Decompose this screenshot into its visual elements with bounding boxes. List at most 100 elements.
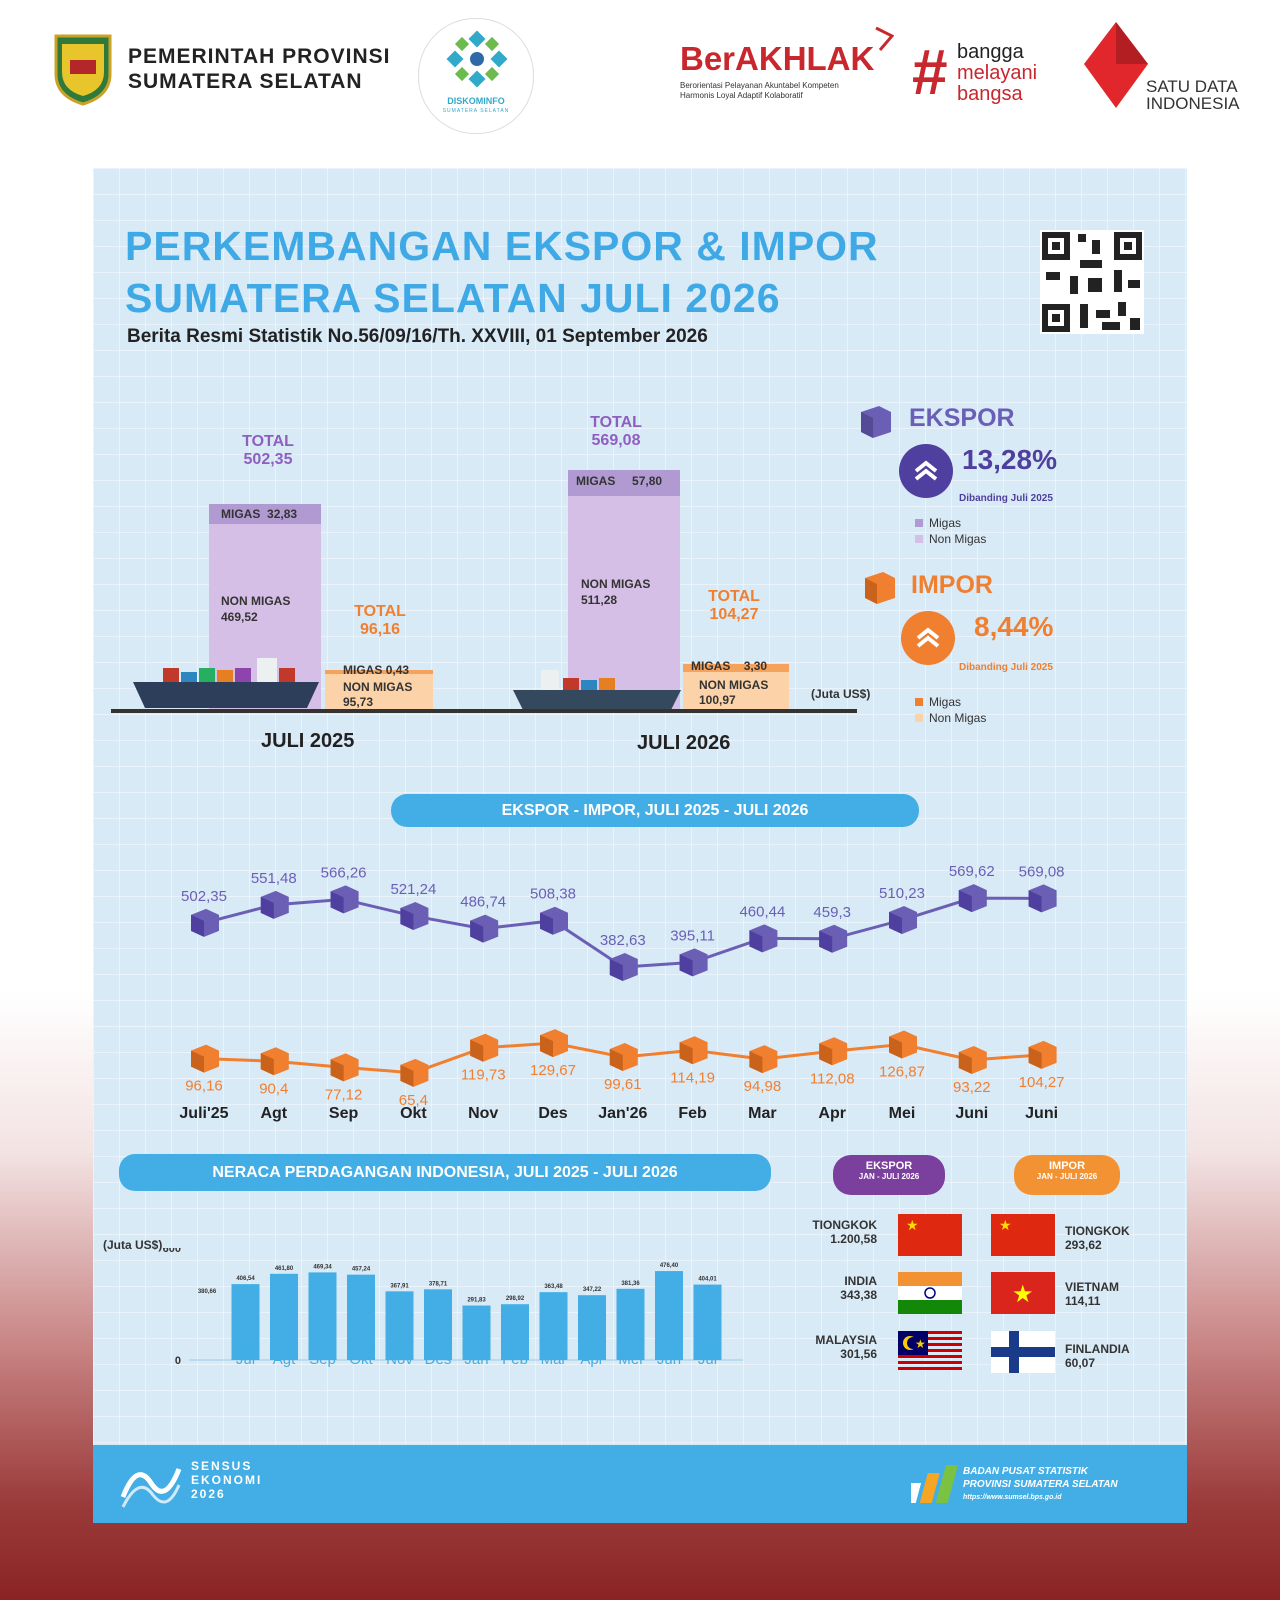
trend-x-tick-label: Juni <box>1025 1105 1058 1122</box>
import-value-label: 93,22 <box>953 1079 991 1096</box>
export-growth-label: EKSPOR <box>909 404 1015 432</box>
trade-balance-bar <box>578 1295 606 1360</box>
import-value-label: 114,19 <box>670 1069 715 1086</box>
import-point <box>400 1058 429 1087</box>
export-partner-2: INDIA 343,38 <box>840 1274 877 1302</box>
trade-balance-bar <box>501 1304 529 1360</box>
export-value-label: 502,35 <box>181 888 227 905</box>
import-point <box>260 1047 289 1076</box>
bps-text: BADAN PUSAT STATISTIK PROVINSI SUMATERA … <box>963 1466 1118 1501</box>
container-icon <box>865 572 895 604</box>
bar-category-label: Jul <box>698 1351 717 1368</box>
import-total-2025: TOTAL 96,16 <box>354 603 406 638</box>
infographic-title: PERKEMBANGAN EKSPOR & IMPOR SUMATERA SEL… <box>125 223 879 321</box>
export-point <box>400 901 429 930</box>
trend-x-tick-label: Feb <box>678 1105 707 1122</box>
diskominfo-icon <box>446 30 508 88</box>
export-migas-bar-2025 <box>209 504 321 524</box>
comparison-chart <box>111 470 857 713</box>
trade-balance-bar <box>693 1284 722 1360</box>
trade-balance-bar <box>385 1291 414 1360</box>
china-flag-icon: ★ <box>898 1214 962 1256</box>
export-value-label: 459,3 <box>813 904 851 921</box>
export-value-label: 551,48 <box>251 870 297 887</box>
bar-value-label: 404,01 <box>698 1277 717 1283</box>
export-total-2026: TOTAL 569,08 <box>590 414 642 449</box>
trend-x-tick-label: Nov <box>468 1105 498 1122</box>
import-value-label: 65,4 <box>399 1092 428 1109</box>
export-point <box>191 908 219 937</box>
export-value-label: 521,24 <box>390 881 436 898</box>
trade-balance-bar <box>616 1288 645 1360</box>
bar-value-label: 406,54 <box>236 1276 255 1282</box>
import-value-label: 99,61 <box>604 1076 642 1093</box>
import-growth-pct: 8,44% <box>974 611 1054 642</box>
infographic-card: PERKEMBANGAN EKSPOR & IMPOR SUMATERA SEL… <box>93 168 1187 1523</box>
export-value-label: 566,26 <box>321 864 367 881</box>
bps-logo-icon <box>911 1465 958 1503</box>
import-migas-label-2025: MIGAS 0,43 <box>343 663 410 677</box>
bar-category-label: Mei <box>618 1351 642 1368</box>
trade-balance-bar <box>424 1289 452 1360</box>
province-emblem-icon <box>54 34 112 106</box>
export-value-label: 569,08 <box>1019 863 1065 880</box>
trade-balance-bar <box>270 1273 298 1360</box>
container-icon <box>861 406 891 438</box>
export-point <box>470 914 499 943</box>
cargo-ship-icon <box>133 658 319 708</box>
svg-text:★: ★ <box>999 1217 1012 1233</box>
finland-flag-icon <box>991 1331 1055 1373</box>
import-migas-bar-2025 <box>325 670 433 674</box>
bar-value-label: 367,91 <box>390 1283 409 1289</box>
export-nonmigas-label-2026: NON MIGAS 511,28 <box>581 577 651 607</box>
import-point <box>470 1033 499 1062</box>
bar-category-label: Agt <box>273 1351 296 1368</box>
trend-x-tick-label: Des <box>538 1105 567 1122</box>
import-point <box>191 1044 219 1073</box>
trend-x-tick-label: Jan'26 <box>598 1105 647 1122</box>
import-value-label: 77,12 <box>325 1086 363 1103</box>
trend-x-tick-label: Apr <box>818 1105 846 1122</box>
export-value-label: 569,62 <box>949 863 995 880</box>
import-partner-3: FINLANDIA 60,07 <box>1065 1342 1130 1370</box>
bar-value-label: 469,34 <box>313 1264 332 1270</box>
trade-balance-bar <box>539 1292 568 1360</box>
trend-x-tick-label: Okt <box>400 1105 427 1122</box>
trend-x-tick-label: Mei <box>889 1105 916 1122</box>
import-point <box>749 1045 778 1074</box>
import-legend: Migas Non Migas <box>915 694 986 726</box>
svg-text:★: ★ <box>906 1217 919 1233</box>
bar-value-label: 461,80 <box>275 1266 294 1272</box>
trade-balance-bar <box>347 1274 375 1360</box>
export-legend: Migas Non Migas <box>915 515 986 547</box>
import-nonmigas-bar-2025 <box>325 674 433 710</box>
bar-category-label: Nov <box>386 1351 413 1368</box>
trend-x-tick-label: Sep <box>329 1105 359 1122</box>
page-header: PEMERINTAH PROVINSI SUMATERA SELATAN DIS… <box>0 0 1280 150</box>
bar-value-label: 381,36 <box>621 1281 640 1287</box>
release-subtitle: Berita Resmi Statistik No.56/09/16/Th. X… <box>127 326 708 347</box>
import-value-label: 119,73 <box>461 1067 506 1084</box>
berakhlak-logo: BerAKHLAK <box>680 40 875 77</box>
bar-category-label: Jun <box>657 1351 681 1368</box>
export-point <box>609 953 638 982</box>
bar-value-label: 457,24 <box>352 1267 371 1273</box>
india-flag-icon <box>898 1272 962 1314</box>
trend-chart-title: EKSPOR - IMPOR, JULI 2025 - JULI 2026 <box>391 794 919 827</box>
export-value-label: 460,44 <box>739 903 785 920</box>
hashtag-icon: # <box>912 36 948 108</box>
export-point <box>819 924 848 953</box>
cargo-ship-icon <box>513 670 681 710</box>
china-flag-icon: ★ <box>991 1214 1055 1256</box>
chevron-icon <box>875 26 895 51</box>
export-partner-3: MALAYSIA 301,56 <box>815 1333 877 1361</box>
import-point <box>1028 1040 1057 1069</box>
import-value-label: 94,98 <box>744 1078 782 1095</box>
bar-value-label: 291,83 <box>467 1298 486 1304</box>
satu-data-text: SATU DATA INDONESIA <box>1146 77 1240 113</box>
export-partner-1: TIONGKOK 1.200,58 <box>812 1218 877 1246</box>
import-point <box>609 1043 638 1072</box>
qr-code-icon <box>1040 230 1144 334</box>
import-nonmigas-label-2025: NON MIGAS 95,73 <box>343 680 413 709</box>
import-nonmigas-label-2026: NON MIGAS 100,97 <box>699 678 769 707</box>
